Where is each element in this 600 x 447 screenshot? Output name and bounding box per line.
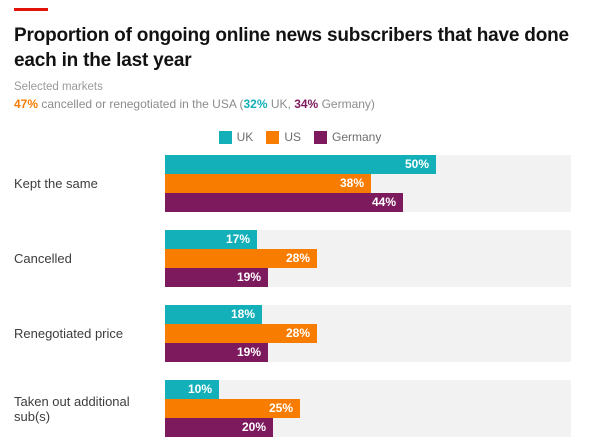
bar-track: 10% 25% 20% bbox=[165, 380, 571, 437]
annotation-us-value: 47% bbox=[14, 97, 39, 111]
category-label: Kept the same bbox=[14, 176, 98, 191]
bar-germany: 19% bbox=[165, 268, 268, 287]
bar-uk: 18% bbox=[165, 305, 262, 324]
chart-annotation: 47% cancelled or renegotiated in the USA… bbox=[14, 97, 375, 111]
legend-label: UK bbox=[236, 130, 254, 144]
legend: UK US Germany bbox=[0, 130, 600, 144]
bar-germany: 19% bbox=[165, 343, 268, 362]
annotation-text-1: cancelled or renegotiated in the USA ( bbox=[38, 97, 244, 111]
bar-us: 28% bbox=[165, 249, 317, 268]
legend-item-germany: Germany bbox=[313, 130, 382, 144]
bar-uk: 50% bbox=[165, 155, 436, 174]
bar-group: Cancelled 17% 28% 19% bbox=[0, 230, 600, 287]
bar-track: 18% 28% 19% bbox=[165, 305, 571, 362]
chart-subtitle: Selected markets bbox=[14, 81, 103, 93]
bar-value-label: 28% bbox=[285, 251, 310, 265]
category-label: Renegotiated price bbox=[14, 326, 124, 341]
bar-germany: 20% bbox=[165, 418, 273, 437]
accent-bar bbox=[14, 8, 48, 11]
bar-value-label: 18% bbox=[230, 307, 255, 321]
bar-value-label: 19% bbox=[236, 270, 261, 284]
bar-value-label: 25% bbox=[268, 401, 293, 415]
bar-us: 25% bbox=[165, 399, 300, 418]
bar-track: 50% 38% 44% bbox=[165, 155, 571, 212]
annotation-de-value: 34% bbox=[294, 97, 319, 111]
legend-swatch-uk bbox=[218, 130, 232, 144]
bar-value-label: 17% bbox=[225, 232, 250, 246]
legend-item-us: US bbox=[266, 130, 301, 144]
bar-uk: 17% bbox=[165, 230, 257, 249]
annotation-text-2: UK, bbox=[267, 97, 295, 111]
bar-germany: 44% bbox=[165, 193, 403, 212]
legend-swatch-germany bbox=[313, 130, 327, 144]
legend-label: US bbox=[284, 130, 301, 144]
bar-value-label: 19% bbox=[236, 345, 261, 359]
bar-us: 28% bbox=[165, 324, 317, 343]
bar-chart: Kept the same 50% 38% 44% Cancelled 17% 28% 19%… bbox=[0, 155, 600, 447]
annotation-uk-value: 32% bbox=[243, 97, 268, 111]
bar-group: Taken out additional sub(s) 10% 25% 20% bbox=[0, 380, 600, 437]
legend-label: Germany bbox=[331, 130, 382, 144]
bar-value-label: 38% bbox=[339, 176, 364, 190]
annotation-text-3: Germany) bbox=[318, 97, 375, 111]
bar-value-label: 50% bbox=[404, 157, 429, 171]
bar-uk: 10% bbox=[165, 380, 219, 399]
legend-swatch-us bbox=[266, 130, 280, 144]
bar-value-label: 28% bbox=[285, 326, 310, 340]
category-label: Cancelled bbox=[14, 251, 72, 266]
bar-us: 38% bbox=[165, 174, 371, 193]
bar-value-label: 10% bbox=[187, 382, 212, 396]
page-title: Proportion of ongoing online news subscr… bbox=[14, 25, 569, 71]
bar-value-label: 44% bbox=[371, 195, 396, 209]
bar-group: Renegotiated price 18% 28% 19% bbox=[0, 305, 600, 362]
bar-value-label: 20% bbox=[241, 420, 266, 434]
bar-group: Kept the same 50% 38% 44% bbox=[0, 155, 600, 212]
bar-track: 17% 28% 19% bbox=[165, 230, 571, 287]
category-label: Taken out additional sub(s) bbox=[14, 393, 130, 424]
legend-item-uk: UK bbox=[218, 130, 254, 144]
